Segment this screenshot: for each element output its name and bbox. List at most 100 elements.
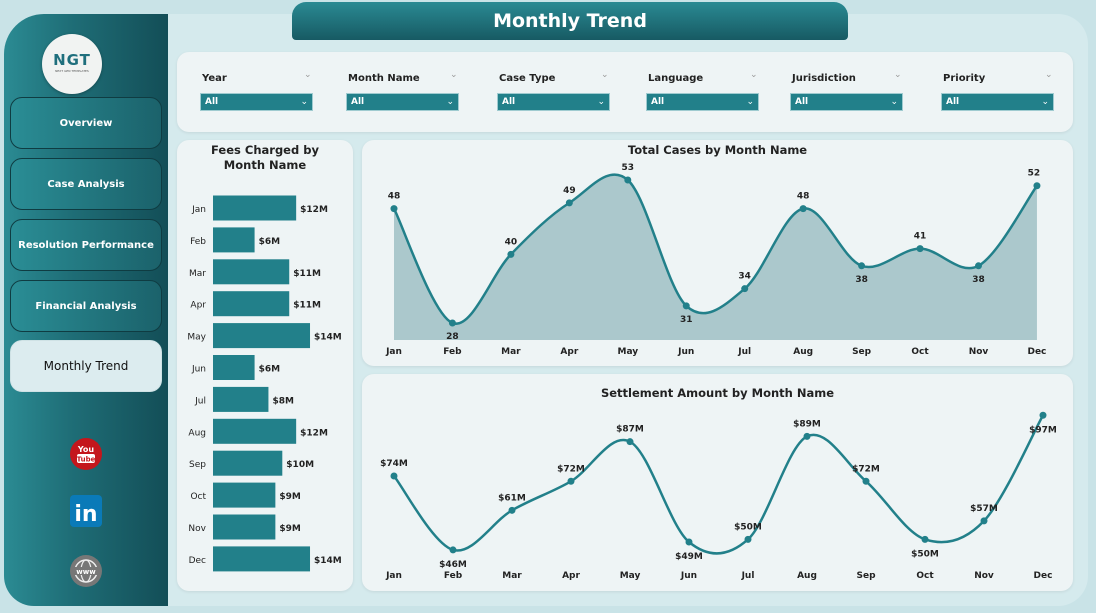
data-label: 48 <box>388 192 401 202</box>
bar-category-label: Apr <box>190 301 206 311</box>
slicer-value: All <box>795 97 809 107</box>
nav-resolution-performance[interactable]: Resolution Performance <box>10 219 162 271</box>
data-point <box>921 535 929 543</box>
slicer-dropdown[interactable]: All ⌄ <box>941 93 1054 111</box>
chevron-down-icon[interactable]: ⌄ <box>894 70 902 80</box>
data-point <box>741 285 749 293</box>
slicer-label: Month Name <box>348 73 420 84</box>
nav-financial-analysis[interactable]: Financial Analysis <box>10 280 162 332</box>
bar-category-label: May <box>187 333 206 343</box>
data-point <box>390 472 398 480</box>
data-label: $46M <box>439 560 467 570</box>
svg-text:Tube: Tube <box>77 456 96 464</box>
logo: NGT NEXT GEN TEMPLATES <box>42 34 102 94</box>
filter-panel: Year ⌄ All ⌄ Month Name ⌄ All ⌄ Case Type ⌄ All ⌄ La… <box>177 52 1073 132</box>
bar-may <box>213 323 311 349</box>
youtube-icon[interactable]: You Tube <box>69 437 103 471</box>
x-axis-label: Jul <box>741 571 755 581</box>
slicer-dropdown[interactable]: All ⌄ <box>646 93 759 111</box>
data-point <box>567 477 575 485</box>
slicer-dropdown[interactable]: All ⌄ <box>200 93 313 111</box>
bar-aug <box>213 418 297 444</box>
svg-text:You: You <box>77 445 95 454</box>
fees-bar-chart: Jan $12M Feb $6M Mar $11M Apr $11M May $14M Jun $6M… <box>187 195 342 572</box>
data-label: $57M <box>970 504 998 514</box>
slicer-label: Year <box>202 73 227 84</box>
bar-data-label: $12M <box>300 428 328 438</box>
fees-chart-panel: Fees Charged by Month Name Jan $12M Feb $6M… <box>177 140 353 591</box>
data-point <box>448 319 456 327</box>
x-axis-label: Oct <box>916 571 934 581</box>
cases-area-chart: 48 Jan 28 Feb 40 Mar 49 Apr 53 May 31 Jun 34 Jul 48 Aug… <box>385 163 1046 357</box>
nav-overview[interactable]: Overview <box>10 97 162 149</box>
data-point <box>744 535 752 543</box>
bar-nov <box>213 514 276 540</box>
data-point <box>1039 411 1047 419</box>
cases-chart-panel: Total Cases by Month Name 48 Jan 28 Feb 40 Ma… <box>362 140 1073 366</box>
x-axis-label: Aug <box>793 347 813 357</box>
data-label: 28 <box>446 332 459 342</box>
x-axis-label: Sep <box>852 347 872 357</box>
nav-case-analysis[interactable]: Case Analysis <box>10 158 162 210</box>
globe-www-icon[interactable]: www <box>69 554 103 588</box>
x-axis-label: Jan <box>385 347 402 357</box>
data-label: $61M <box>498 493 526 503</box>
bar-data-label: $9M <box>279 492 301 502</box>
logo-text: NGT <box>53 51 91 69</box>
slicer-value: All <box>946 97 960 107</box>
bar-data-label: $11M <box>293 301 321 311</box>
svg-text:www: www <box>76 568 96 576</box>
slicer-dropdown[interactable]: All ⌄ <box>790 93 903 111</box>
data-point <box>624 176 632 184</box>
bar-data-label: $6M <box>259 237 281 247</box>
bar-category-label: Jan <box>191 205 206 215</box>
slicer-value: All <box>351 97 365 107</box>
svg-text:in: in <box>74 502 97 527</box>
data-point <box>980 517 988 525</box>
slicer-label: Priority <box>943 73 986 84</box>
chevron-down-icon[interactable]: ⌄ <box>304 70 312 80</box>
bar-category-label: Sep <box>189 460 206 470</box>
data-label: $87M <box>616 425 644 435</box>
data-label: $97M <box>1029 425 1057 435</box>
chevron-down-icon[interactable]: ⌄ <box>601 70 609 80</box>
bar-category-label: Aug <box>188 428 206 438</box>
x-axis-label: Nov <box>974 571 994 581</box>
bar-feb <box>213 227 255 253</box>
data-point <box>507 250 515 258</box>
chevron-down-icon[interactable]: ⌄ <box>750 70 758 80</box>
x-axis-label: May <box>617 347 638 357</box>
chevron-down-icon: ⌄ <box>300 97 308 107</box>
bar-jun <box>213 355 255 380</box>
data-label: 38 <box>972 275 985 285</box>
bar-apr <box>213 291 290 317</box>
bar-data-label: $14M <box>314 333 342 343</box>
data-point <box>1033 182 1041 190</box>
data-point <box>803 432 811 440</box>
bar-data-label: $10M <box>286 460 314 470</box>
data-label: 40 <box>505 237 518 247</box>
bar-category-label: Dec <box>189 556 206 566</box>
bar-category-label: Jul <box>194 396 206 406</box>
settlement-chart-title: Settlement Amount by Month Name <box>600 386 835 400</box>
chevron-down-icon[interactable]: ⌄ <box>450 70 458 80</box>
chevron-down-icon[interactable]: ⌄ <box>1045 70 1053 80</box>
settlement-chart-panel: Settlement Amount by Month Name $74M Jan $… <box>362 374 1073 591</box>
chevron-down-icon: ⌄ <box>446 97 454 107</box>
slicer-label: Language <box>648 73 704 84</box>
data-label: $49M <box>675 552 703 562</box>
bar-mar <box>213 259 290 285</box>
nav-monthly-trend[interactable]: Monthly Trend <box>10 340 162 392</box>
bar-data-label: $11M <box>293 269 321 279</box>
settlement-line <box>393 414 1045 555</box>
bar-category-label: Oct <box>190 492 206 502</box>
linkedin-icon[interactable]: in <box>69 494 103 528</box>
x-axis-label: Feb <box>444 571 463 581</box>
data-point <box>799 205 807 213</box>
slicer-dropdown[interactable]: All ⌄ <box>346 93 459 111</box>
logo-subtitle: NEXT GEN TEMPLATES <box>55 69 89 73</box>
data-point <box>862 477 870 485</box>
bar-category-label: Feb <box>190 237 206 247</box>
slicer-dropdown[interactable]: All ⌄ <box>497 93 610 111</box>
